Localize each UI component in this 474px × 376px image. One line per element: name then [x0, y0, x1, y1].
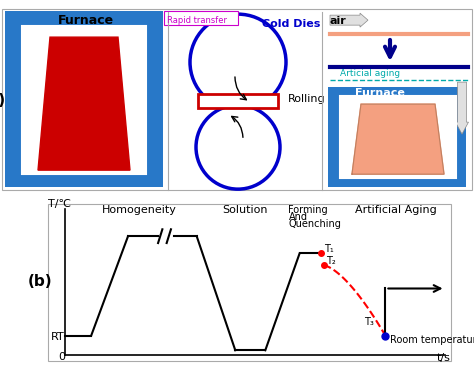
Circle shape: [190, 14, 286, 110]
Text: (b): (b): [27, 274, 52, 289]
FancyArrow shape: [456, 82, 468, 134]
Polygon shape: [352, 104, 444, 174]
Text: air: air: [330, 16, 347, 26]
Circle shape: [196, 105, 280, 189]
Text: Artificial Aging: Artificial Aging: [356, 205, 437, 215]
Text: Rolling: Rolling: [288, 94, 326, 104]
Text: T/℃: T/℃: [48, 199, 71, 209]
Text: Solution: Solution: [222, 205, 268, 215]
Bar: [48, 205, 451, 361]
Text: Articial aging: Articial aging: [340, 69, 400, 78]
Bar: [22, 26, 146, 174]
Text: 0: 0: [59, 352, 65, 362]
Text: T₁: T₁: [324, 244, 333, 253]
Text: And: And: [289, 212, 308, 222]
Text: t/s: t/s: [437, 353, 451, 364]
Text: Rapid transfer: Rapid transfer: [167, 16, 227, 25]
Text: Homogeneity: Homogeneity: [102, 205, 177, 215]
Text: Furnace: Furnace: [355, 88, 405, 98]
Text: (a): (a): [0, 92, 6, 108]
Text: Quenching: Quenching: [289, 219, 341, 229]
Bar: [340, 96, 456, 178]
Text: T₂: T₂: [326, 256, 336, 265]
Polygon shape: [38, 37, 130, 170]
Text: Forming: Forming: [289, 205, 328, 215]
Text: T₃: T₃: [364, 317, 374, 327]
FancyArrow shape: [330, 13, 368, 27]
Text: RT: RT: [51, 332, 64, 343]
Text: Room temperature: Room temperature: [390, 335, 474, 344]
Bar: [198, 94, 278, 108]
Text: Cold Dies: Cold Dies: [262, 19, 320, 29]
FancyBboxPatch shape: [164, 11, 238, 25]
Bar: [5, 11, 163, 187]
Text: Furnace: Furnace: [58, 14, 114, 27]
Bar: [328, 87, 466, 187]
